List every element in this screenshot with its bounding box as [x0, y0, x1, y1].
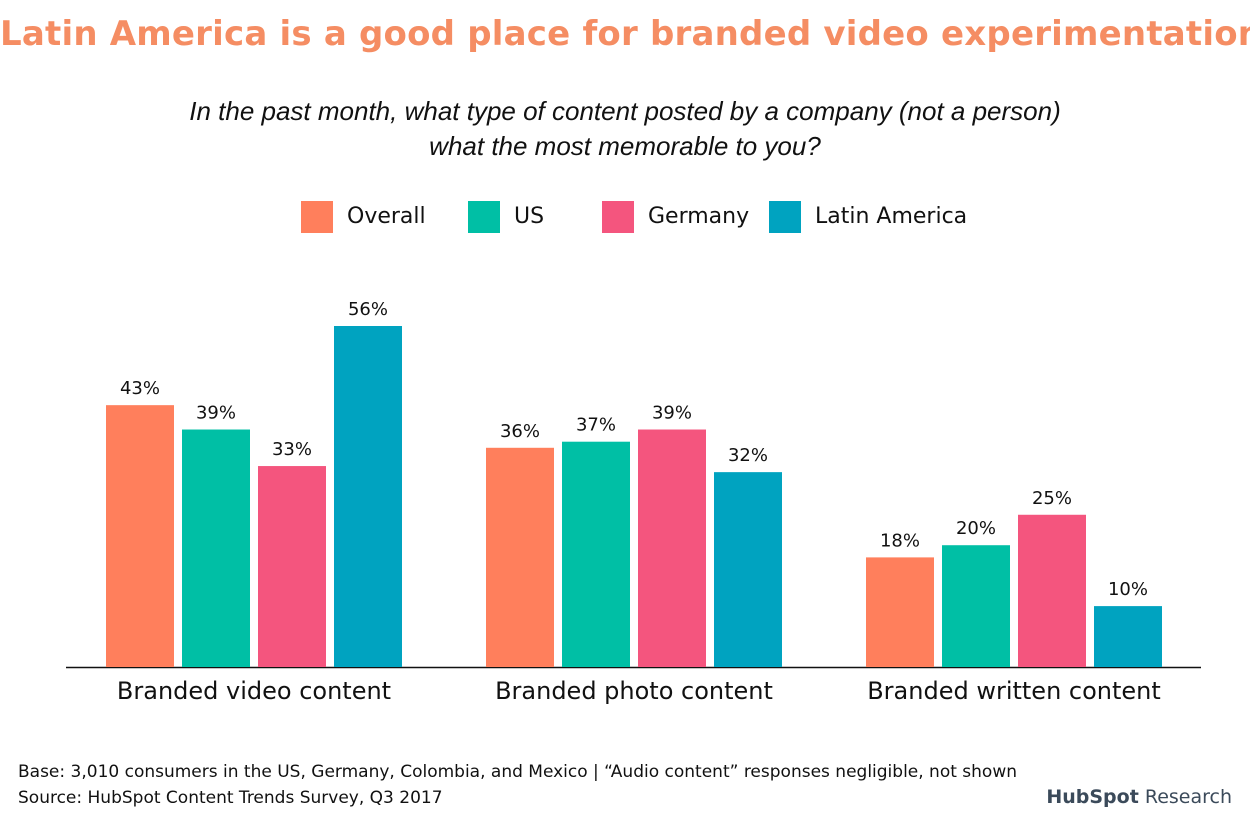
category-label-branded-written-content: Branded written content [867, 677, 1161, 705]
data-label-branded-photo-content-germany: 39% [652, 403, 692, 424]
legend-swatch-germany [602, 201, 634, 233]
bar-branded-written-content-latin-america [1094, 606, 1162, 667]
bar-branded-written-content-us [942, 545, 1010, 667]
legend-label-overall: Overall [347, 204, 426, 229]
data-label-branded-written-content-us: 20% [956, 518, 996, 539]
base-note: Base: 3,010 consumers in the US, Germany… [18, 762, 1018, 782]
data-label-branded-photo-content-us: 37% [576, 415, 616, 436]
legend-swatch-latin-america [769, 201, 801, 233]
subtitle-line-1: In the past month, what type of content … [189, 96, 1061, 126]
bar-branded-photo-content-us [562, 441, 630, 667]
legend-swatch-us [468, 201, 500, 233]
data-label-branded-written-content-overall: 18% [880, 530, 920, 551]
data-label-branded-video-content-latin-america: 56% [348, 299, 388, 320]
chart-title: Latin America is a good place for brande… [0, 14, 1250, 54]
legend-label-us: US [514, 204, 545, 229]
data-label-branded-photo-content-latin-america: 32% [728, 445, 768, 466]
brand-name: HubSpot [1046, 786, 1139, 808]
brand-suffix: Research [1144, 786, 1232, 808]
bar-branded-video-content-overall [106, 405, 174, 667]
bar-branded-written-content-overall [866, 557, 934, 667]
bar-branded-photo-content-germany [638, 429, 706, 667]
legend-label-germany: Germany [648, 204, 750, 229]
data-label-branded-written-content-latin-america: 10% [1108, 579, 1148, 600]
bar-branded-video-content-us [182, 429, 250, 667]
bar-branded-video-content-latin-america [334, 326, 402, 667]
data-label-branded-video-content-germany: 33% [272, 439, 312, 460]
data-label-branded-written-content-germany: 25% [1032, 488, 1072, 509]
data-label-branded-video-content-us: 39% [196, 403, 236, 424]
bar-chart: 43% 39% 33% 56% Branded video content 36% 37% 3… [66, 299, 1201, 705]
hubspot-research-logo: HubSpot Research [1046, 786, 1232, 808]
source-note: Source: HubSpot Content Trends Survey, Q… [18, 788, 443, 808]
legend-label-latin-america: Latin America [815, 204, 968, 229]
bar-branded-photo-content-latin-america [714, 472, 782, 667]
bar-branded-photo-content-overall [486, 447, 554, 667]
subtitle-line-2: what the most memorable to you? [429, 131, 821, 161]
legend-swatch-overall [301, 201, 333, 233]
category-label-branded-photo-content: Branded photo content [495, 677, 773, 705]
bar-branded-written-content-germany [1018, 514, 1086, 667]
chart-subtitle: In the past month, what type of content … [0, 94, 1250, 164]
chart-legend: Overall US Germany Latin America [0, 200, 1250, 236]
data-label-branded-video-content-overall: 43% [120, 378, 160, 399]
data-label-branded-photo-content-overall: 36% [500, 421, 540, 442]
category-label-branded-video-content: Branded video content [117, 677, 391, 705]
bar-branded-video-content-germany [258, 466, 326, 667]
